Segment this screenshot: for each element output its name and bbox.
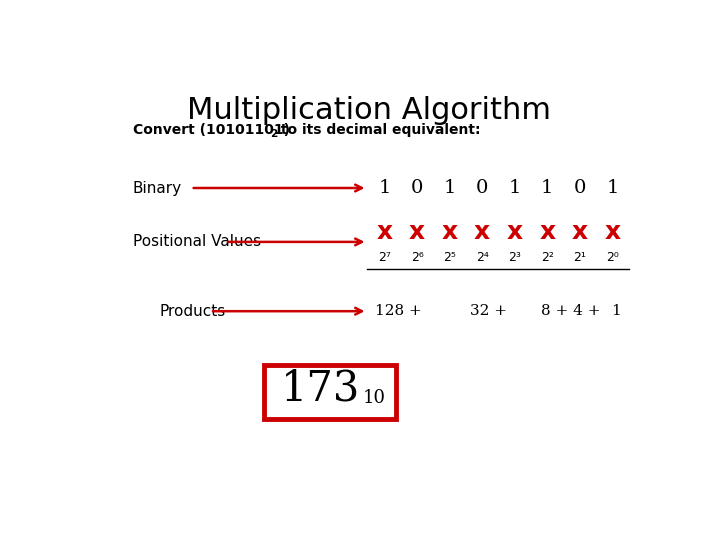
Text: 0: 0 [411, 179, 423, 197]
Text: 2⁰: 2⁰ [606, 251, 618, 264]
Text: x: x [572, 220, 588, 244]
Text: 0: 0 [476, 179, 488, 197]
Text: Convert (10101101): Convert (10101101) [132, 123, 289, 137]
Text: x: x [539, 220, 555, 244]
Text: 128 +: 128 + [375, 304, 422, 318]
Text: 2: 2 [270, 129, 277, 139]
Text: 1: 1 [508, 179, 521, 197]
Text: 2³: 2³ [508, 251, 521, 264]
Text: 1: 1 [541, 179, 554, 197]
Text: 0: 0 [574, 179, 586, 197]
Text: x: x [507, 220, 523, 244]
Text: 32 +: 32 + [469, 304, 507, 318]
Text: Positional Values: Positional Values [132, 234, 261, 249]
Text: 1: 1 [378, 179, 391, 197]
Text: 2⁶: 2⁶ [410, 251, 423, 264]
Text: Binary: Binary [132, 180, 181, 195]
Text: Products: Products [160, 303, 226, 319]
Text: 1: 1 [606, 179, 618, 197]
Text: to its decimal equivalent:: to its decimal equivalent: [276, 123, 480, 137]
Text: 1: 1 [611, 304, 621, 318]
Text: 10: 10 [363, 389, 386, 407]
Text: 1: 1 [444, 179, 456, 197]
Text: x: x [441, 220, 458, 244]
Text: 8 + 4 +: 8 + 4 + [541, 304, 600, 318]
Text: 2⁷: 2⁷ [378, 251, 391, 264]
Text: 2⁵: 2⁵ [444, 251, 456, 264]
Text: x: x [474, 220, 490, 244]
Text: 2²: 2² [541, 251, 554, 264]
Text: x: x [377, 220, 392, 244]
Text: 2⁴: 2⁴ [476, 251, 489, 264]
Text: x: x [409, 220, 425, 244]
Text: 2¹: 2¹ [573, 251, 586, 264]
Text: x: x [604, 220, 621, 244]
Text: Multiplication Algorithm: Multiplication Algorithm [187, 96, 551, 125]
Text: 173: 173 [282, 368, 361, 410]
FancyBboxPatch shape [264, 365, 396, 419]
